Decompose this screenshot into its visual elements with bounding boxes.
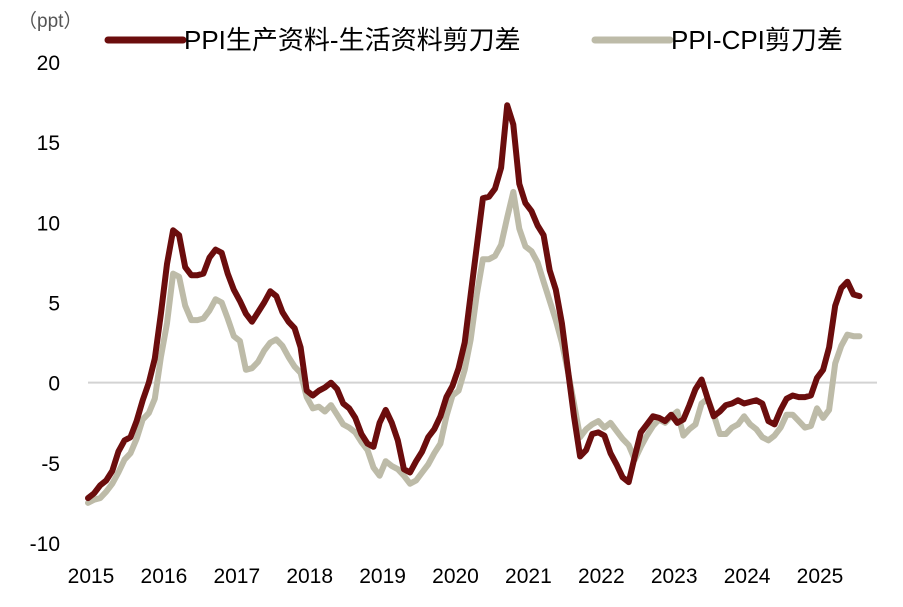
- y-tick-label: 15: [37, 132, 60, 155]
- y-axis-unit-label: （ppt）: [18, 10, 82, 32]
- x-tick-label: 2018: [286, 565, 333, 588]
- y-tick-label: 10: [37, 212, 60, 235]
- x-tick-label: 2019: [359, 565, 406, 588]
- legend-label-series-2: PPI-CPI剪刀差: [671, 25, 843, 55]
- x-tick-label: 2021: [505, 565, 552, 588]
- series-line-2: [85, 188, 863, 506]
- series-line-1: [85, 102, 863, 502]
- x-tick-label: 2017: [213, 565, 260, 588]
- x-tick-label: 2023: [651, 565, 698, 588]
- x-tick-label: 2024: [724, 565, 771, 588]
- y-tick-label: -10: [30, 533, 60, 556]
- x-tick-label: 2020: [432, 565, 479, 588]
- x-axis: 2015 2016 2017 2018 2019 2020 2021 2022 2023 2024…: [68, 565, 844, 588]
- legend-label-series-1: PPI生产资料-生活资料剪刀差: [184, 25, 521, 55]
- y-axis: 20 15 10 5 0 -5 -10: [30, 52, 60, 556]
- x-tick-label: 2025: [797, 565, 844, 588]
- y-tick-label: -5: [41, 453, 60, 476]
- x-tick-label: 2022: [578, 565, 625, 588]
- y-tick-label: 20: [37, 52, 60, 75]
- legend: PPI生产资料-生活资料剪刀差 PPI-CPI剪刀差: [104, 25, 843, 55]
- x-tick-label: 2016: [141, 565, 188, 588]
- series-layer: [85, 102, 863, 506]
- y-tick-label: 5: [48, 293, 60, 316]
- y-tick-label: 0: [48, 373, 60, 396]
- x-tick-label: 2015: [68, 565, 115, 588]
